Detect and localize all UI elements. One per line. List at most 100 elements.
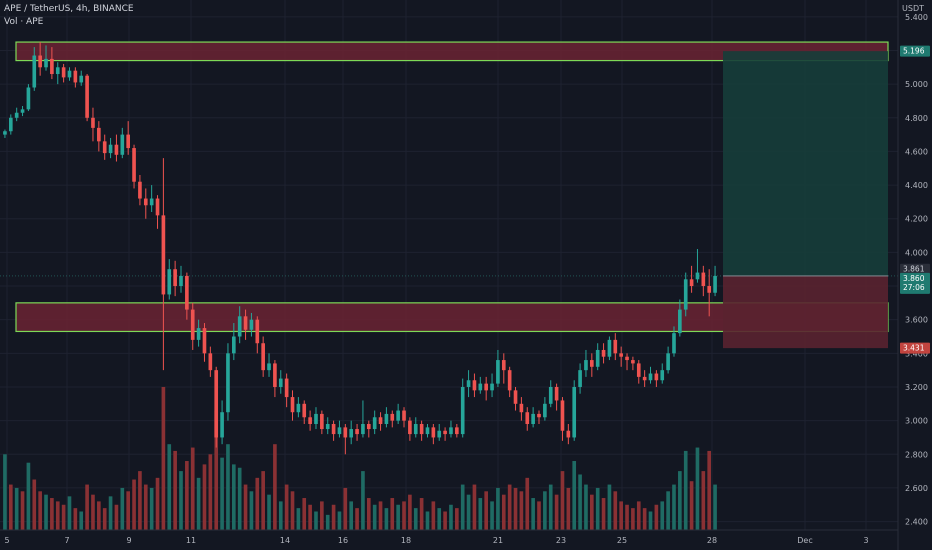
candle-body (519, 403, 524, 413)
y-tick-label: 3.200 (905, 383, 928, 392)
last-close-label-bg (900, 263, 930, 275)
volume-bar (455, 508, 459, 530)
candle-body (290, 397, 295, 413)
candle-body (707, 286, 712, 293)
volume-bar (443, 511, 447, 530)
candle-body (85, 75, 89, 118)
volume-bar (3, 454, 7, 530)
candle-body (308, 417, 312, 424)
volume-bar (355, 508, 359, 530)
candle-body (50, 58, 54, 75)
y-tick-label: 4.600 (905, 147, 928, 156)
current-price-label: 27:06 (903, 283, 925, 292)
volume-bar (449, 504, 453, 530)
candle-body (560, 400, 565, 431)
volume-bar (707, 450, 712, 530)
volume-bar (179, 471, 183, 530)
x-tick-label: 14 (280, 536, 290, 545)
volume-bar (249, 491, 254, 530)
volume-bar (537, 501, 541, 530)
x-tick-label: 28 (707, 536, 717, 545)
volume-bar (636, 501, 641, 530)
candle-body (32, 55, 37, 88)
candle-body (138, 181, 142, 199)
candle-body (143, 198, 148, 206)
volume-bar (689, 481, 694, 530)
candle-body (683, 279, 688, 310)
candle-body (214, 370, 219, 438)
volume-bar (325, 514, 330, 530)
volume-bar (185, 461, 189, 530)
candle-body (390, 413, 395, 421)
candle-body (44, 58, 48, 68)
price-axis[interactable]: 5.4005.2005.0004.8004.6004.4004.2004.000… (897, 0, 932, 550)
y-tick-label: 2.400 (905, 518, 928, 527)
y-tick-label: 5.400 (905, 13, 928, 22)
candle-body (601, 349, 606, 357)
candle-body (460, 386, 465, 435)
long-position-tool[interactable] (723, 51, 888, 349)
candle-body (38, 55, 42, 68)
candle-body (325, 424, 330, 430)
volume-bar (190, 447, 195, 530)
candle-body (3, 131, 7, 135)
volume-bar (419, 498, 424, 530)
volume-bar (61, 504, 66, 530)
volume-bar (548, 484, 553, 530)
candle-body (91, 117, 95, 128)
candle-body (261, 343, 265, 371)
candle-body (355, 429, 359, 435)
volume-bar (484, 491, 488, 530)
volume-bar (102, 508, 107, 530)
y-tick-label: 3.000 (905, 417, 928, 426)
candle-body (625, 356, 629, 361)
y-tick-label: 2.800 (905, 450, 928, 459)
candle-body (654, 373, 659, 381)
y-tick-label: 4.000 (905, 248, 928, 257)
volume-bar (143, 484, 148, 530)
x-tick-label: 21 (493, 536, 503, 545)
candle-body (243, 316, 248, 330)
volume-bar (220, 457, 224, 530)
x-tick-label: 18 (401, 536, 411, 545)
volume-bar (466, 494, 471, 530)
volume-bar (138, 471, 142, 530)
volume-bar (296, 508, 301, 530)
candle-body (490, 383, 494, 391)
chart-grid (0, 0, 898, 530)
target-price-label: 5.196 (903, 47, 925, 56)
volume-bar (132, 479, 136, 530)
x-tick-label: Dec (797, 536, 812, 545)
candle-body (161, 215, 166, 295)
candle-body (513, 390, 518, 404)
volume-indicator-label[interactable]: Vol · APE (4, 17, 44, 27)
candle-body (572, 386, 577, 438)
candle-body (543, 403, 547, 418)
candle-body (425, 427, 430, 435)
y-tick-label: 3.400 (905, 349, 928, 358)
volume-bar (390, 498, 395, 530)
candle-body (196, 328, 201, 340)
candle-body (108, 144, 113, 154)
x-tick-label: 9 (126, 536, 131, 545)
volume-bar (167, 444, 172, 530)
candle-body (431, 427, 436, 438)
x-tick-label: 7 (64, 536, 69, 545)
volume-bar (713, 484, 717, 530)
volume-bar (114, 504, 119, 530)
volume-bar (625, 504, 629, 530)
current-price-label-bg (900, 272, 930, 294)
candle-body (331, 424, 336, 435)
candle-body (255, 319, 260, 344)
volume-bar (255, 477, 260, 530)
volume-bars (3, 386, 717, 530)
chart-title[interactable]: APE / TetherUS, 4h, BINANCE (4, 4, 134, 14)
time-axis[interactable]: 5 7 9 11 14 16 18 21 23 25 28 Dec 3 (0, 529, 898, 545)
candle-body (20, 109, 25, 113)
candle-body (372, 417, 377, 430)
volume-bar (543, 491, 547, 530)
volume-bar (214, 410, 219, 530)
volume-bar (572, 461, 577, 530)
volume-bar (525, 477, 530, 530)
